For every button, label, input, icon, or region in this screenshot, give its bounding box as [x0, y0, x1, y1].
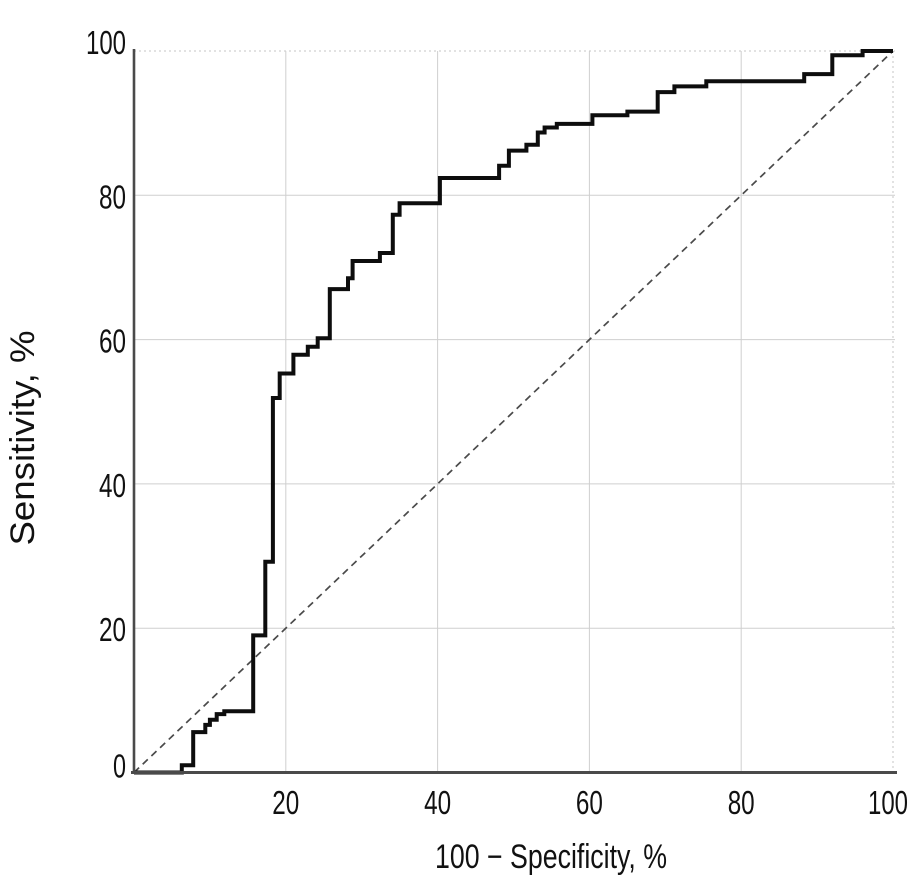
x-tick-label: 20 — [272, 784, 299, 821]
x-tick-label: 100 — [868, 784, 908, 821]
x-tick-label: 40 — [424, 784, 451, 821]
y-tick-label: 20 — [99, 611, 126, 648]
tick-labels: 0 20 40 60 80 100 20 40 60 80 100 — [86, 24, 908, 821]
roc-curve-line — [134, 49, 893, 775]
x-axis-title: 100 − Specificity, % — [435, 838, 667, 876]
x-tick-label: 80 — [728, 784, 755, 821]
x-tick-label: 60 — [576, 784, 603, 821]
y-axis-title: Sensitivity, % — [4, 331, 42, 546]
reference-diagonal-line — [133, 50, 894, 774]
y-tick-label: 0 — [113, 748, 126, 785]
gridlines — [134, 50, 895, 773]
chart-series — [133, 49, 894, 775]
y-tick-label: 80 — [99, 178, 126, 215]
y-tick-label: 60 — [99, 323, 126, 360]
axes — [131, 49, 897, 774]
y-tick-label: 100 — [86, 24, 126, 61]
y-tick-label: 40 — [99, 467, 126, 504]
